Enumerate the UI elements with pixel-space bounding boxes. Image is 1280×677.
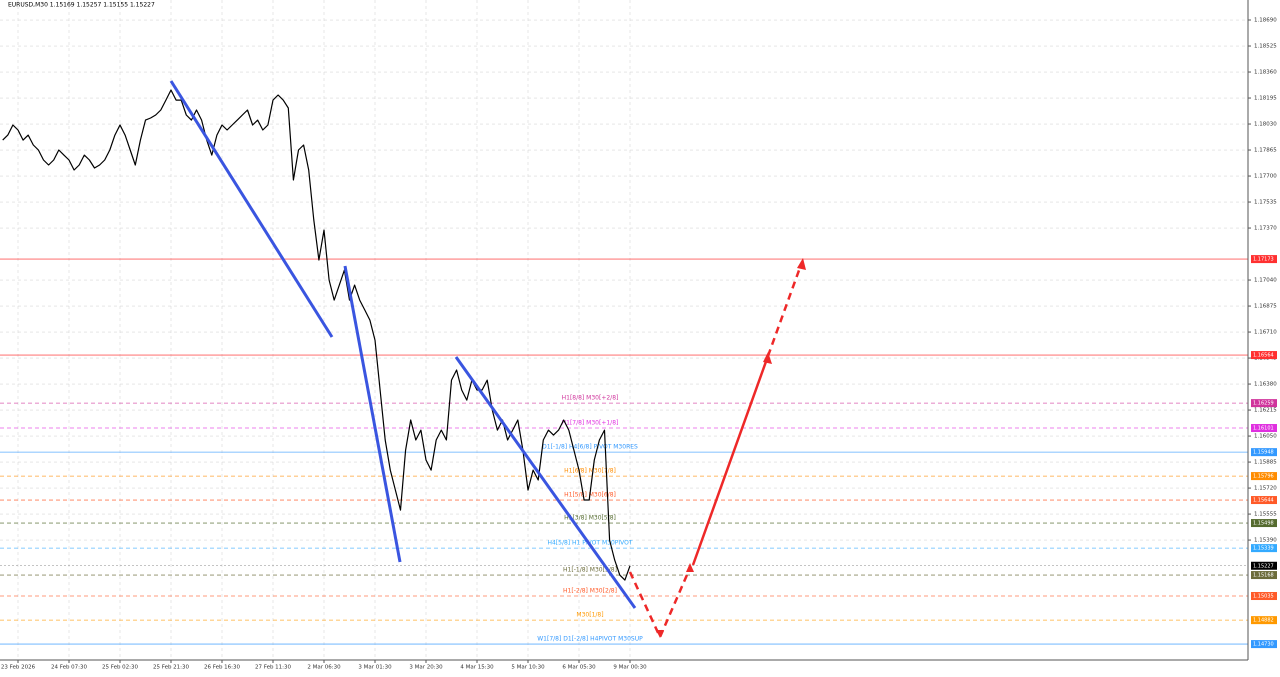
price-box bbox=[1251, 351, 1277, 360]
price-box-label: 1.15498 bbox=[1253, 521, 1274, 527]
arrow-head bbox=[686, 563, 694, 572]
price-box-label: 1.15796 bbox=[1253, 474, 1274, 480]
y-tick-label: 1.17535 bbox=[1254, 200, 1277, 206]
price-box bbox=[1251, 399, 1277, 408]
y-tick-label: 1.18525 bbox=[1254, 44, 1277, 50]
y-tick-label: 1.15720 bbox=[1254, 486, 1277, 492]
forecast-arrow bbox=[766, 261, 804, 357]
trend-line bbox=[343, 265, 402, 563]
level-label: H1[-1/8] M30[3/8] bbox=[563, 567, 617, 574]
level-label: H1[3/8] M30[5/8] bbox=[564, 515, 616, 522]
x-tick-label: 25 Feb 21:30 bbox=[153, 665, 190, 671]
level-label: H1[7/8] M30[+1/8] bbox=[562, 420, 619, 427]
y-tick-label: 1.18195 bbox=[1254, 96, 1277, 102]
y-tick-label: 1.18690 bbox=[1254, 18, 1277, 24]
price bbox=[2, 89, 631, 581]
y-tick-label: 1.16710 bbox=[1254, 330, 1277, 336]
price-line bbox=[2, 89, 631, 581]
level-label: W1[7/8] D1[-2/8] H4PIVOT M30SUP bbox=[537, 636, 643, 643]
price-box bbox=[1251, 424, 1277, 433]
y-tick-label: 1.16050 bbox=[1254, 434, 1277, 440]
x-tick-label: 23 Feb 2026 bbox=[1, 665, 36, 671]
y-tick-label: 1.18030 bbox=[1254, 122, 1277, 128]
price-box bbox=[1251, 496, 1277, 505]
price-box-label: 1.17173 bbox=[1253, 257, 1274, 263]
x-tick-label: 4 Mar 15:30 bbox=[460, 665, 494, 671]
trend-line bbox=[454, 356, 637, 609]
y-tick-label: 1.18360 bbox=[1254, 70, 1277, 76]
y-tick-label: 1.17370 bbox=[1254, 226, 1277, 232]
grid bbox=[0, 0, 1248, 660]
price-box bbox=[1251, 592, 1277, 601]
x-tick-label: 3 Mar 20:30 bbox=[409, 665, 443, 671]
y-tick-label: 1.15885 bbox=[1254, 460, 1277, 466]
level-label: M30[1/8] bbox=[576, 612, 603, 619]
price-box-label: 1.15644 bbox=[1253, 498, 1274, 504]
y-tick-label: 1.15555 bbox=[1254, 512, 1277, 518]
x-tick-label: 27 Feb 11:30 bbox=[255, 665, 292, 671]
price-box-label: 1.15168 bbox=[1253, 573, 1274, 579]
price-box-label: 1.14730 bbox=[1253, 642, 1274, 648]
level-label: H1[-2/8] M30[2/8] bbox=[563, 588, 617, 595]
x-tick-label: 3 Mar 01:30 bbox=[358, 665, 392, 671]
level-label: H1[6/8] M30[7/8] bbox=[564, 468, 616, 475]
levels: H1[8/8] M30[+2/8] H1[7/8] M30[+1/8] D1[-1/… bbox=[0, 258, 1248, 645]
x-tick-label: 26 Feb 16:30 bbox=[204, 665, 241, 671]
forecast-arrow bbox=[691, 355, 770, 566]
forecast-arrow bbox=[628, 567, 692, 641]
trend-line bbox=[169, 80, 334, 338]
y-tick-label: 1.16380 bbox=[1254, 382, 1277, 388]
level-label: D1[-1/8] H4[6/8] PIVOT M30RES bbox=[542, 444, 638, 451]
y-tick-label: 1.17700 bbox=[1254, 174, 1277, 180]
x-tick-label: 25 Feb 02:30 bbox=[102, 665, 139, 671]
price-box-label: 1.15339 bbox=[1253, 546, 1274, 552]
price-box bbox=[1251, 472, 1277, 481]
x-tick-label: 6 Mar 05:30 bbox=[562, 665, 596, 671]
price-box-label: 1.15035 bbox=[1253, 594, 1274, 600]
price-box bbox=[1251, 571, 1277, 580]
y-tick-label: 1.16875 bbox=[1254, 304, 1277, 310]
x-tick-label: 5 Mar 10:30 bbox=[511, 665, 545, 671]
price-box-label: 1.16259 bbox=[1253, 401, 1274, 407]
level-label: H1[8/8] M30[+2/8] bbox=[562, 395, 619, 402]
arrow-head bbox=[763, 352, 772, 364]
y-tick-label: 1.15390 bbox=[1254, 538, 1277, 544]
x-tick-label: 2 Mar 06:30 bbox=[307, 665, 341, 671]
price-box bbox=[1251, 448, 1277, 457]
price-box bbox=[1251, 616, 1277, 625]
y-tick-label: 1.17040 bbox=[1254, 278, 1277, 284]
arrow-head bbox=[656, 630, 664, 638]
y-tick-label: 1.16215 bbox=[1254, 408, 1277, 414]
drawings bbox=[169, 80, 806, 641]
price-box bbox=[1251, 544, 1277, 553]
chart-title: EURUSD,M30 1.15169 1.15257 1.15155 1.152… bbox=[8, 2, 155, 9]
x-tick-label: 24 Feb 07:30 bbox=[51, 665, 88, 671]
price-box bbox=[1251, 519, 1277, 528]
price-box bbox=[1251, 640, 1277, 649]
x-tick-label: 9 Mar 00:30 bbox=[613, 665, 647, 671]
price-box-label: 1.15227 bbox=[1253, 563, 1274, 569]
y-tick-label: 1.17865 bbox=[1254, 148, 1277, 154]
price-box-label: 1.16564 bbox=[1253, 353, 1274, 359]
price-box-label: 1.16101 bbox=[1253, 426, 1274, 432]
price-box bbox=[1251, 561, 1277, 570]
price-box-label: 1.15948 bbox=[1253, 450, 1274, 456]
price-box bbox=[1251, 255, 1277, 264]
arrow-head bbox=[797, 258, 806, 270]
price-box-label: 1.14882 bbox=[1253, 618, 1274, 624]
axes: 1.18690 1.18525 1.18360 1.18195 1.18030 1.178… bbox=[1, 18, 1277, 671]
